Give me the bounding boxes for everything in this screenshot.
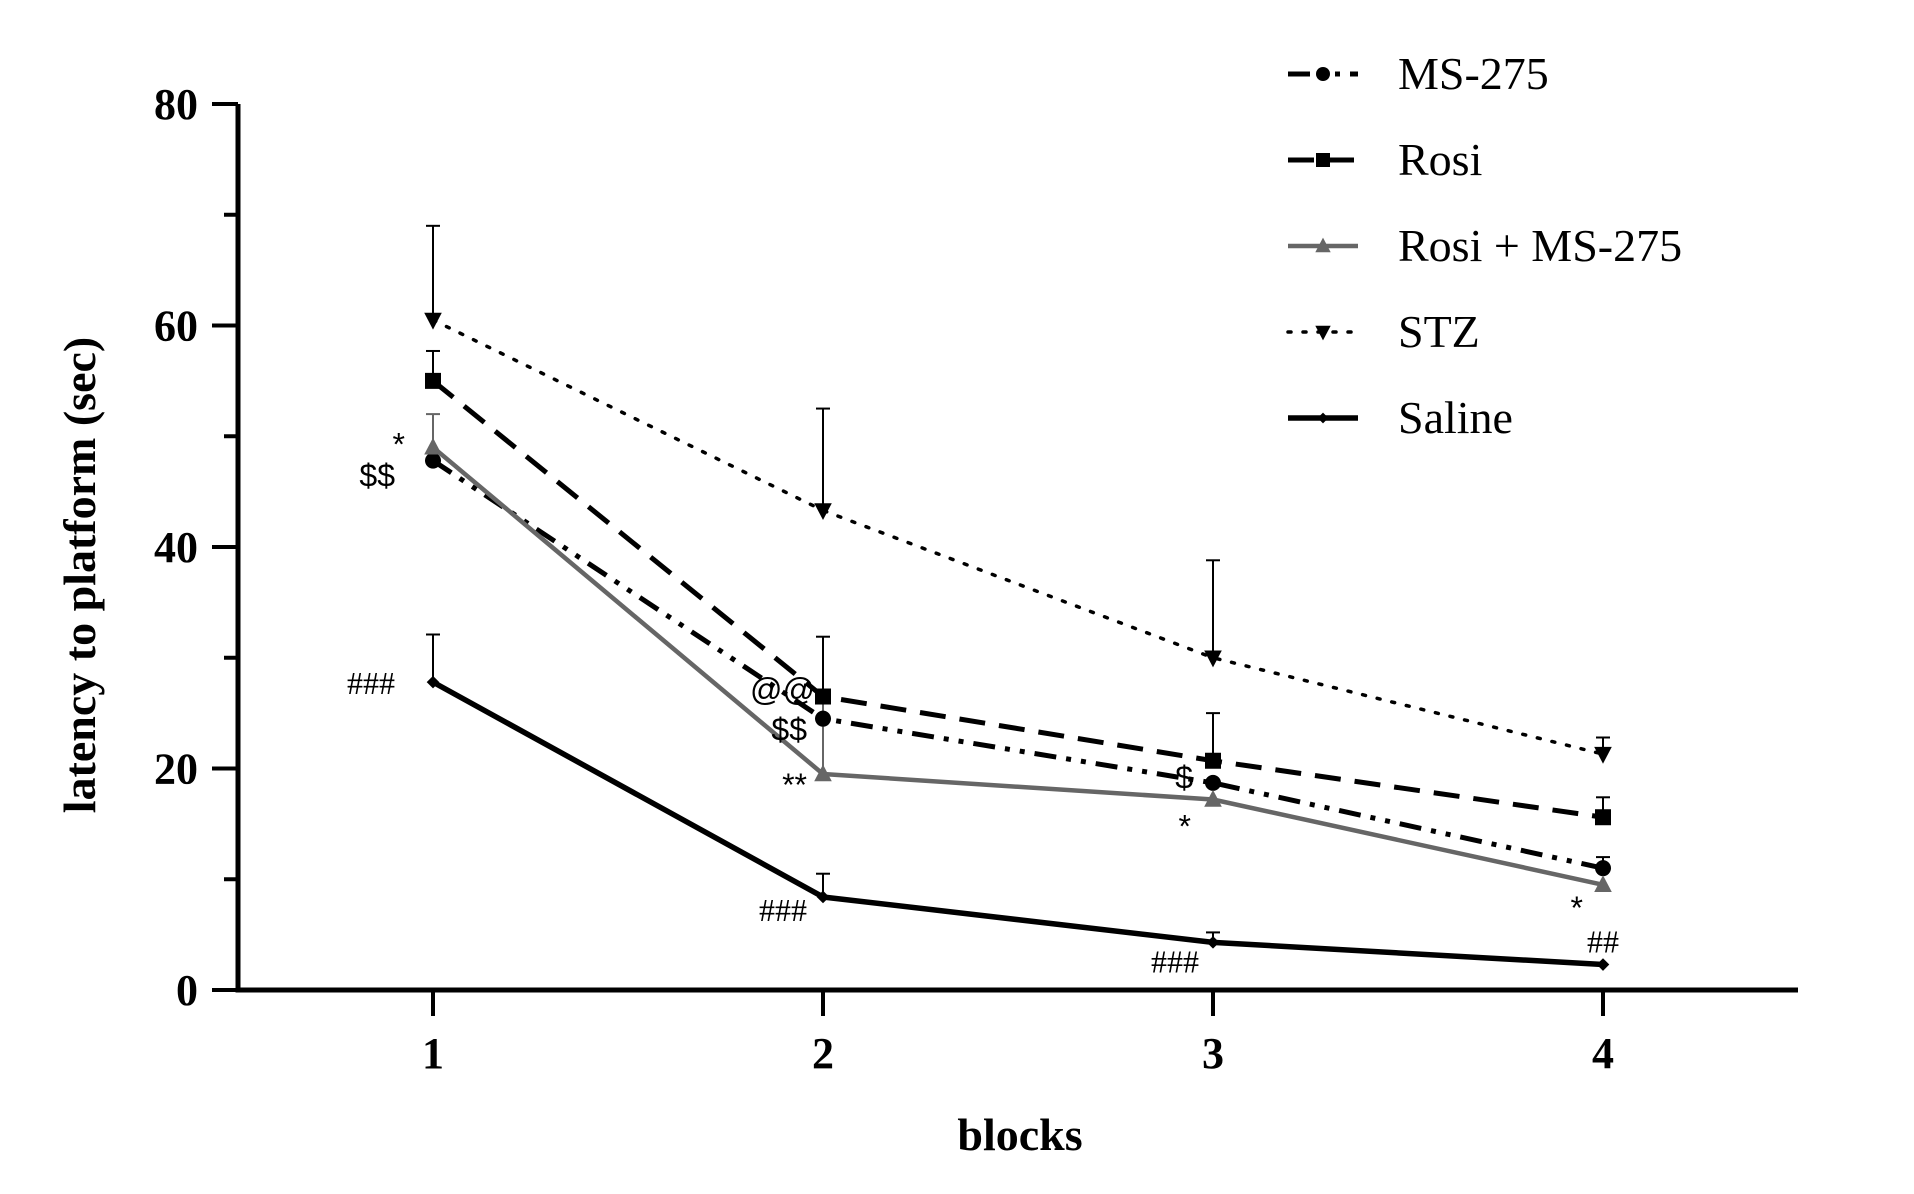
data-point (816, 890, 830, 904)
y-tick-label: 20 (154, 745, 198, 794)
series-lines (431, 318, 1605, 968)
data-point (1596, 958, 1610, 971)
data-point (1595, 860, 1611, 877)
significance-mark: $$ (771, 712, 807, 748)
significance-mark: @@ (750, 672, 815, 708)
legend-marker (1316, 67, 1330, 81)
series-line (431, 445, 1604, 887)
x-tick-label: 3 (1202, 1029, 1224, 1078)
data-point (815, 688, 831, 705)
data-point (1206, 936, 1220, 949)
error-bars (426, 224, 1610, 943)
data-point (1205, 774, 1221, 791)
significance-mark: * (393, 426, 405, 462)
legend-label: Saline (1398, 392, 1513, 443)
data-point (425, 372, 441, 389)
significance-mark: ### (759, 892, 807, 928)
y-tick-label: 40 (154, 523, 198, 572)
significance-mark: ** (782, 767, 807, 803)
significance-mark: $$ (359, 458, 395, 494)
legend-marker (1317, 412, 1329, 424)
significance-mark: * (1179, 809, 1191, 845)
data-point (1204, 650, 1222, 668)
y-tick-label: 0 (176, 966, 198, 1015)
series-line (431, 318, 1605, 756)
data-point (425, 452, 441, 469)
y-tick-label: 80 (154, 80, 198, 129)
legend-label: Rosi + MS-275 (1398, 220, 1682, 271)
axes: 0 20 40 60 80 1 2 3 4 (154, 80, 1798, 1078)
legend-label: STZ (1398, 306, 1480, 357)
x-axis-title: blocks (957, 1109, 1082, 1160)
data-point (1204, 789, 1222, 807)
significance-mark: ### (347, 665, 395, 701)
data-point (1594, 875, 1612, 892)
x-tick-label: 1 (422, 1029, 444, 1078)
data-points (424, 312, 1612, 971)
legend-marker (1315, 325, 1331, 341)
data-point (815, 710, 831, 727)
data-point (1205, 752, 1221, 769)
data-point (426, 675, 440, 689)
series-line (431, 458, 1604, 871)
series-line (431, 378, 1604, 820)
data-point (814, 503, 832, 521)
legend-label: MS-275 (1398, 48, 1549, 99)
legend: MS-275 Rosi Rosi + MS-275 STZ Saline (1286, 48, 1682, 443)
data-point (814, 764, 832, 782)
data-point (424, 437, 442, 455)
data-point (1595, 809, 1611, 826)
legend-marker (1315, 237, 1331, 253)
series-line (431, 679, 1604, 968)
y-axis-title: latency to platform (sec) (54, 337, 105, 813)
data-point (424, 312, 442, 330)
legend-label: Rosi (1398, 134, 1482, 185)
significance-mark: * (1571, 890, 1583, 926)
x-tick-label: 2 (812, 1029, 834, 1078)
y-tick-label: 60 (154, 302, 198, 351)
legend-marker (1316, 153, 1330, 167)
significance-mark: $ (1175, 760, 1193, 796)
data-point (1594, 746, 1612, 764)
x-tick-label: 4 (1592, 1029, 1614, 1078)
significance-annotations: *$$### @@$$**###$*###*## (347, 426, 1619, 979)
significance-mark: ## (1587, 924, 1619, 960)
significance-mark: ### (1151, 943, 1199, 979)
